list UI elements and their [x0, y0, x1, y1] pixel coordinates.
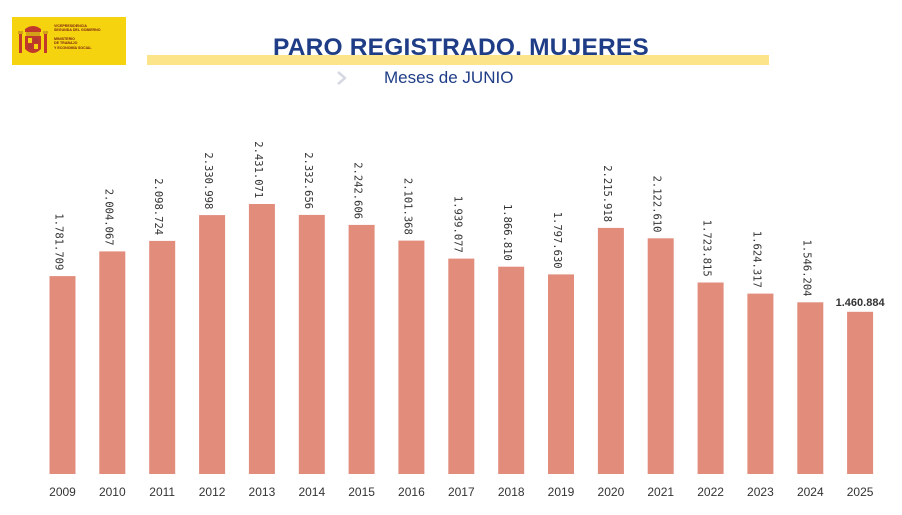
page-title: PARO REGISTRADO. MUJERES — [273, 34, 649, 61]
value-label-2009: 1.781.709 — [53, 213, 65, 270]
x-tick-label: 2025 — [847, 485, 874, 499]
bar-2011 — [149, 240, 176, 474]
x-tick-label: 2021 — [647, 485, 674, 499]
value-label-2022: 1.723.815 — [701, 220, 713, 277]
bar-2017 — [448, 258, 475, 474]
value-label-2012: 2.330.998 — [202, 152, 214, 209]
title-underline-bar — [147, 55, 769, 65]
bar-2022 — [697, 282, 724, 474]
chevron-right-icon — [337, 71, 347, 85]
x-tick-label: 2017 — [448, 485, 475, 499]
x-tick-label: 2020 — [598, 485, 625, 499]
bar-2024 — [797, 302, 824, 474]
org-line: y Economía Social — [54, 45, 92, 50]
x-tick-label: 2009 — [49, 485, 76, 499]
x-tick-label: 2024 — [797, 485, 824, 499]
x-tick-label: 2019 — [548, 485, 575, 499]
x-tick-label: 2012 — [199, 485, 226, 499]
bar-2025 — [847, 311, 874, 474]
x-tick-label: 2013 — [249, 485, 276, 499]
value-label-2021: 2.122.610 — [651, 176, 663, 233]
bar-2018 — [498, 266, 525, 474]
value-label-2016: 2.101.368 — [401, 178, 413, 235]
government-logo: Vicepresidencia Segunda del Gobierno Min… — [12, 17, 126, 65]
bar-2016 — [398, 240, 425, 474]
org-line: de Trabajo — [54, 41, 78, 46]
organization-name: Vicepresidencia Segunda del Gobierno Min… — [54, 24, 124, 50]
x-tick-label: 2022 — [697, 485, 724, 499]
bar-2012 — [199, 215, 226, 474]
coat-of-arms-icon — [18, 26, 48, 53]
org-line: Vicepresidencia — [54, 24, 87, 28]
value-label-2013: 2.431.071 — [252, 141, 264, 198]
value-label-2011: 2.098.724 — [152, 178, 164, 235]
bar-2019 — [548, 274, 574, 474]
value-label-2023: 1.624.317 — [750, 231, 762, 288]
value-label-2014: 2.332.656 — [302, 152, 314, 209]
value-label-2017: 1.939.077 — [451, 196, 463, 253]
value-label-2010: 2.004.067 — [102, 189, 114, 246]
value-label-2018: 1.866.810 — [501, 204, 513, 261]
bar-2014 — [298, 214, 325, 474]
bar-2021 — [647, 238, 674, 474]
value-label-2024: 1.546.204 — [800, 240, 812, 297]
x-tick-label: 2018 — [498, 485, 525, 499]
bar-2009 — [49, 276, 76, 474]
bar-2015 — [348, 224, 375, 474]
org-line: Ministerio — [54, 36, 75, 41]
x-tick-label: 2016 — [398, 485, 425, 499]
subtitle-row: Meses de JUNIO — [336, 66, 513, 90]
value-label-2019: 1.797.630 — [551, 212, 563, 269]
page-subtitle: Meses de JUNIO — [384, 68, 514, 87]
value-label-2020: 2.215.918 — [601, 165, 613, 222]
value-label-2025: 1.460.884 — [836, 297, 886, 309]
bar-2013 — [248, 204, 275, 474]
x-tick-label: 2014 — [298, 485, 325, 499]
x-tick-label: 2015 — [348, 485, 375, 499]
x-tick-label: 2011 — [149, 485, 175, 499]
x-tick-label: 2023 — [747, 485, 774, 499]
bar-2023 — [747, 293, 774, 474]
value-label-2015: 2.242.606 — [352, 162, 364, 219]
bar-2010 — [99, 251, 126, 474]
bar-2020 — [597, 227, 624, 474]
org-line: Segunda del Gobierno — [54, 28, 101, 33]
x-tick-label: 2010 — [99, 485, 126, 499]
